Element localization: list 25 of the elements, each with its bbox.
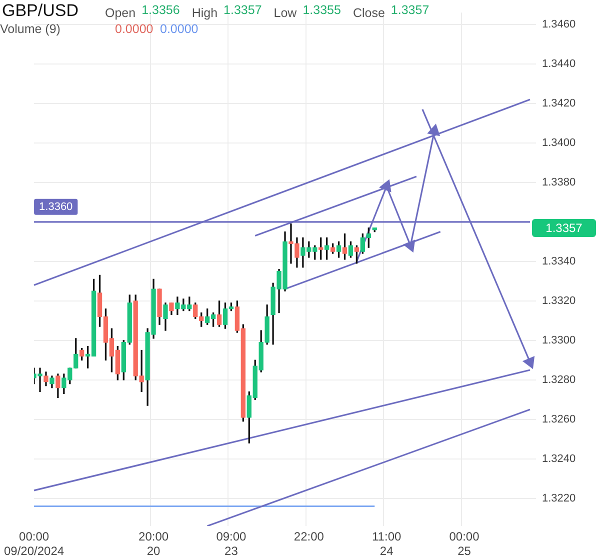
x-tick-label: 00:00 25 [449,530,480,558]
annotation: 0.0000 [115,22,154,36]
x-tick-label: 09:00 23 [216,530,247,558]
ref-line-label: 1.3360 [39,200,73,213]
y-tick-label: 1.3380 [542,176,576,188]
x-tick-label: 22:00 [294,530,324,544]
chart-subtitle: Open 1.3356 High 1.3357 Low 1.3355 Close 1.3357 [105,3,430,20]
y-tick-label: 1.3340 [542,255,576,268]
y-tick-label: 1.3300 [542,334,576,346]
y-tick-label: 1.3260 [542,413,576,426]
y-tick-label: 1.3460 [542,18,576,30]
y-tick-label: 1.3240 [542,452,576,465]
y-tick-label: 1.3220 [542,492,576,504]
text: 1.3357 [532,219,596,237]
annotation: Volume (9) [0,22,60,36]
y-tick-label: 1.3440 [542,58,576,70]
annotation: 0.0000 [160,22,198,36]
y-tick-label: 1.3280 [542,374,576,386]
x-tick-label: 00:00 09/20/2024 [4,530,64,558]
y-tick-label: 1.3420 [542,97,576,110]
x-tick-label: 11:00 24 [372,530,402,558]
chart-title: GBP/USD [2,1,79,21]
y-tick-label: 1.3320 [542,294,576,307]
x-tick-label: 20:00 20 [138,530,169,558]
y-tick-label: 1.3400 [542,136,576,149]
